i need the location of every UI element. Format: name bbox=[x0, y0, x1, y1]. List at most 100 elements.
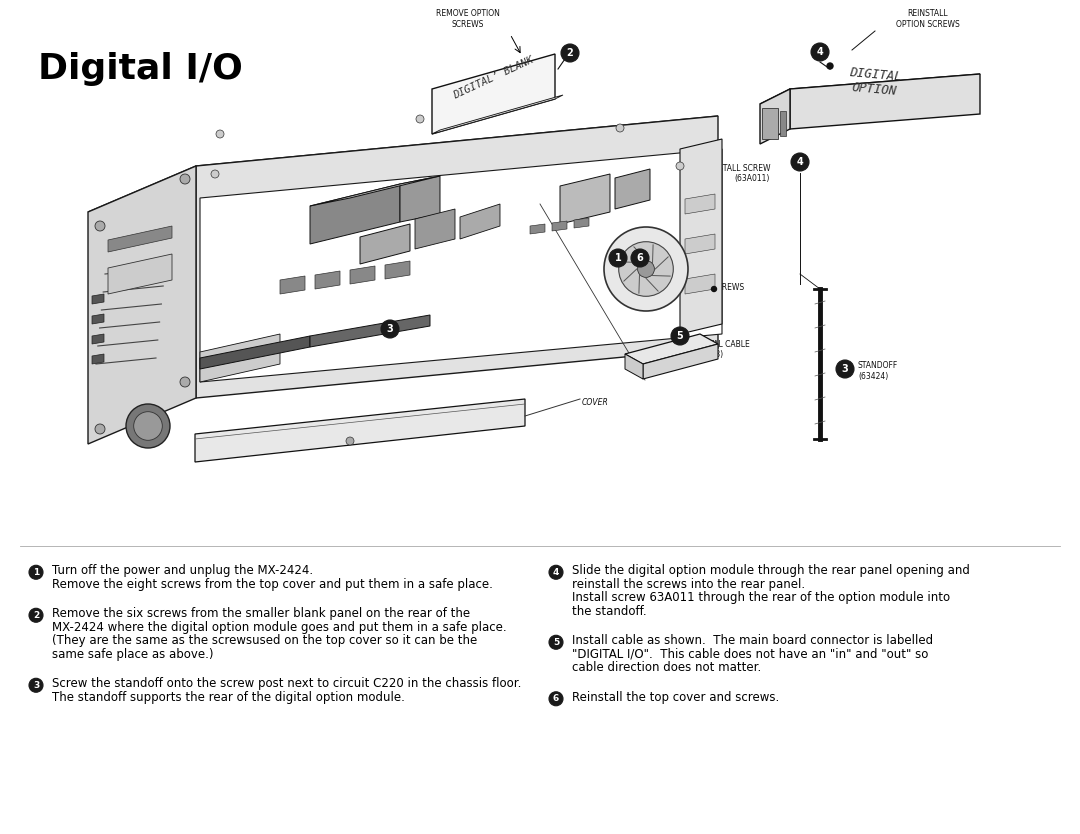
Polygon shape bbox=[643, 344, 718, 379]
Circle shape bbox=[549, 691, 563, 706]
Text: Slide the digital option module through the rear panel opening and: Slide the digital option module through … bbox=[572, 565, 970, 577]
Polygon shape bbox=[108, 254, 172, 294]
Polygon shape bbox=[200, 334, 280, 382]
Circle shape bbox=[416, 115, 424, 123]
Text: 4: 4 bbox=[797, 157, 804, 167]
Circle shape bbox=[604, 227, 688, 311]
Text: 5: 5 bbox=[677, 331, 684, 341]
Polygon shape bbox=[552, 221, 567, 231]
Circle shape bbox=[619, 242, 673, 296]
Text: DIGITAL’ BLANK: DIGITAL’ BLANK bbox=[451, 55, 535, 101]
Text: 2: 2 bbox=[32, 610, 39, 620]
Circle shape bbox=[95, 221, 105, 231]
Text: 1: 1 bbox=[32, 568, 39, 577]
Text: STANDOFF
(63424): STANDOFF (63424) bbox=[858, 361, 899, 380]
Text: 3: 3 bbox=[841, 364, 849, 374]
Polygon shape bbox=[760, 74, 980, 104]
Text: DIGITAL
OPTION: DIGITAL OPTION bbox=[848, 66, 903, 98]
Circle shape bbox=[616, 124, 624, 132]
Text: MX-2424 where the digital option module goes and put them in a safe place.: MX-2424 where the digital option module … bbox=[52, 620, 507, 634]
Circle shape bbox=[676, 162, 684, 170]
Polygon shape bbox=[310, 315, 430, 347]
Polygon shape bbox=[530, 224, 545, 234]
Circle shape bbox=[95, 424, 105, 434]
Polygon shape bbox=[200, 149, 723, 382]
Text: COVER: COVER bbox=[582, 398, 609, 406]
Text: 5: 5 bbox=[553, 638, 559, 647]
Text: cable direction does not matter.: cable direction does not matter. bbox=[572, 661, 761, 674]
Polygon shape bbox=[360, 224, 410, 264]
Circle shape bbox=[180, 174, 190, 184]
Polygon shape bbox=[432, 95, 563, 134]
Polygon shape bbox=[685, 274, 715, 294]
Text: 2: 2 bbox=[567, 48, 573, 58]
Circle shape bbox=[180, 377, 190, 387]
Text: reinstall the screws into the rear panel.: reinstall the screws into the rear panel… bbox=[572, 578, 805, 590]
Polygon shape bbox=[573, 218, 589, 228]
Polygon shape bbox=[92, 314, 104, 324]
Polygon shape bbox=[780, 111, 786, 136]
Polygon shape bbox=[87, 166, 195, 444]
Circle shape bbox=[126, 404, 170, 448]
Text: 1: 1 bbox=[615, 253, 621, 263]
Polygon shape bbox=[561, 174, 610, 224]
Text: 3: 3 bbox=[32, 681, 39, 690]
Polygon shape bbox=[415, 209, 455, 249]
Polygon shape bbox=[195, 116, 718, 398]
Polygon shape bbox=[92, 294, 104, 304]
Text: Turn off the power and unplug the MX-2424.: Turn off the power and unplug the MX-242… bbox=[52, 565, 313, 577]
Polygon shape bbox=[200, 336, 310, 369]
Text: the standoff.: the standoff. bbox=[572, 605, 647, 618]
Circle shape bbox=[211, 170, 219, 178]
Circle shape bbox=[637, 260, 654, 278]
Circle shape bbox=[549, 636, 563, 650]
Polygon shape bbox=[789, 74, 980, 129]
Circle shape bbox=[381, 320, 399, 338]
Circle shape bbox=[827, 63, 833, 69]
Polygon shape bbox=[92, 354, 104, 364]
Polygon shape bbox=[680, 139, 723, 334]
Polygon shape bbox=[350, 266, 375, 284]
Circle shape bbox=[216, 130, 224, 138]
Text: 3: 3 bbox=[387, 324, 393, 334]
Circle shape bbox=[29, 678, 43, 692]
Polygon shape bbox=[685, 194, 715, 214]
Polygon shape bbox=[384, 261, 410, 279]
Text: The standoff supports the rear of the digital option module.: The standoff supports the rear of the di… bbox=[52, 691, 405, 704]
Circle shape bbox=[549, 565, 563, 580]
Text: DIGITAL CABLE
(70488): DIGITAL CABLE (70488) bbox=[693, 340, 750, 359]
Text: Install cable as shown.  The main board connector is labelled: Install cable as shown. The main board c… bbox=[572, 635, 933, 647]
Circle shape bbox=[836, 360, 854, 378]
Text: Reinstall the top cover and screws.: Reinstall the top cover and screws. bbox=[572, 691, 780, 704]
Circle shape bbox=[671, 327, 689, 345]
Text: (They are the same as the screwsused on the top cover so it can be the: (They are the same as the screwsused on … bbox=[52, 635, 477, 647]
Circle shape bbox=[134, 412, 162, 440]
Text: REINSTALL
OPTION SCREWS: REINSTALL OPTION SCREWS bbox=[896, 9, 960, 29]
Text: same safe place as above.): same safe place as above.) bbox=[52, 648, 214, 661]
Text: 4: 4 bbox=[553, 568, 559, 577]
Polygon shape bbox=[87, 116, 718, 212]
Polygon shape bbox=[615, 169, 650, 209]
Text: Remove the six screws from the smaller blank panel on the rear of the: Remove the six screws from the smaller b… bbox=[52, 607, 470, 620]
Polygon shape bbox=[760, 89, 789, 144]
Circle shape bbox=[811, 43, 829, 61]
Text: COVER SCREWS: COVER SCREWS bbox=[683, 283, 744, 292]
Polygon shape bbox=[195, 399, 525, 462]
Text: 6: 6 bbox=[636, 253, 644, 263]
Polygon shape bbox=[280, 276, 305, 294]
Circle shape bbox=[29, 565, 43, 580]
Text: "DIGITAL I/O".  This cable does not have an "in" and "out" so: "DIGITAL I/O". This cable does not have … bbox=[572, 648, 929, 661]
Polygon shape bbox=[625, 334, 718, 364]
Polygon shape bbox=[762, 108, 778, 139]
Circle shape bbox=[29, 608, 43, 622]
Circle shape bbox=[609, 249, 627, 267]
Circle shape bbox=[346, 437, 354, 445]
Polygon shape bbox=[400, 176, 440, 222]
Text: 4: 4 bbox=[816, 47, 823, 57]
Circle shape bbox=[791, 153, 809, 171]
Text: Digital I/O: Digital I/O bbox=[38, 52, 243, 86]
Circle shape bbox=[712, 287, 716, 292]
Circle shape bbox=[631, 249, 649, 267]
Polygon shape bbox=[685, 234, 715, 254]
Polygon shape bbox=[310, 184, 400, 244]
